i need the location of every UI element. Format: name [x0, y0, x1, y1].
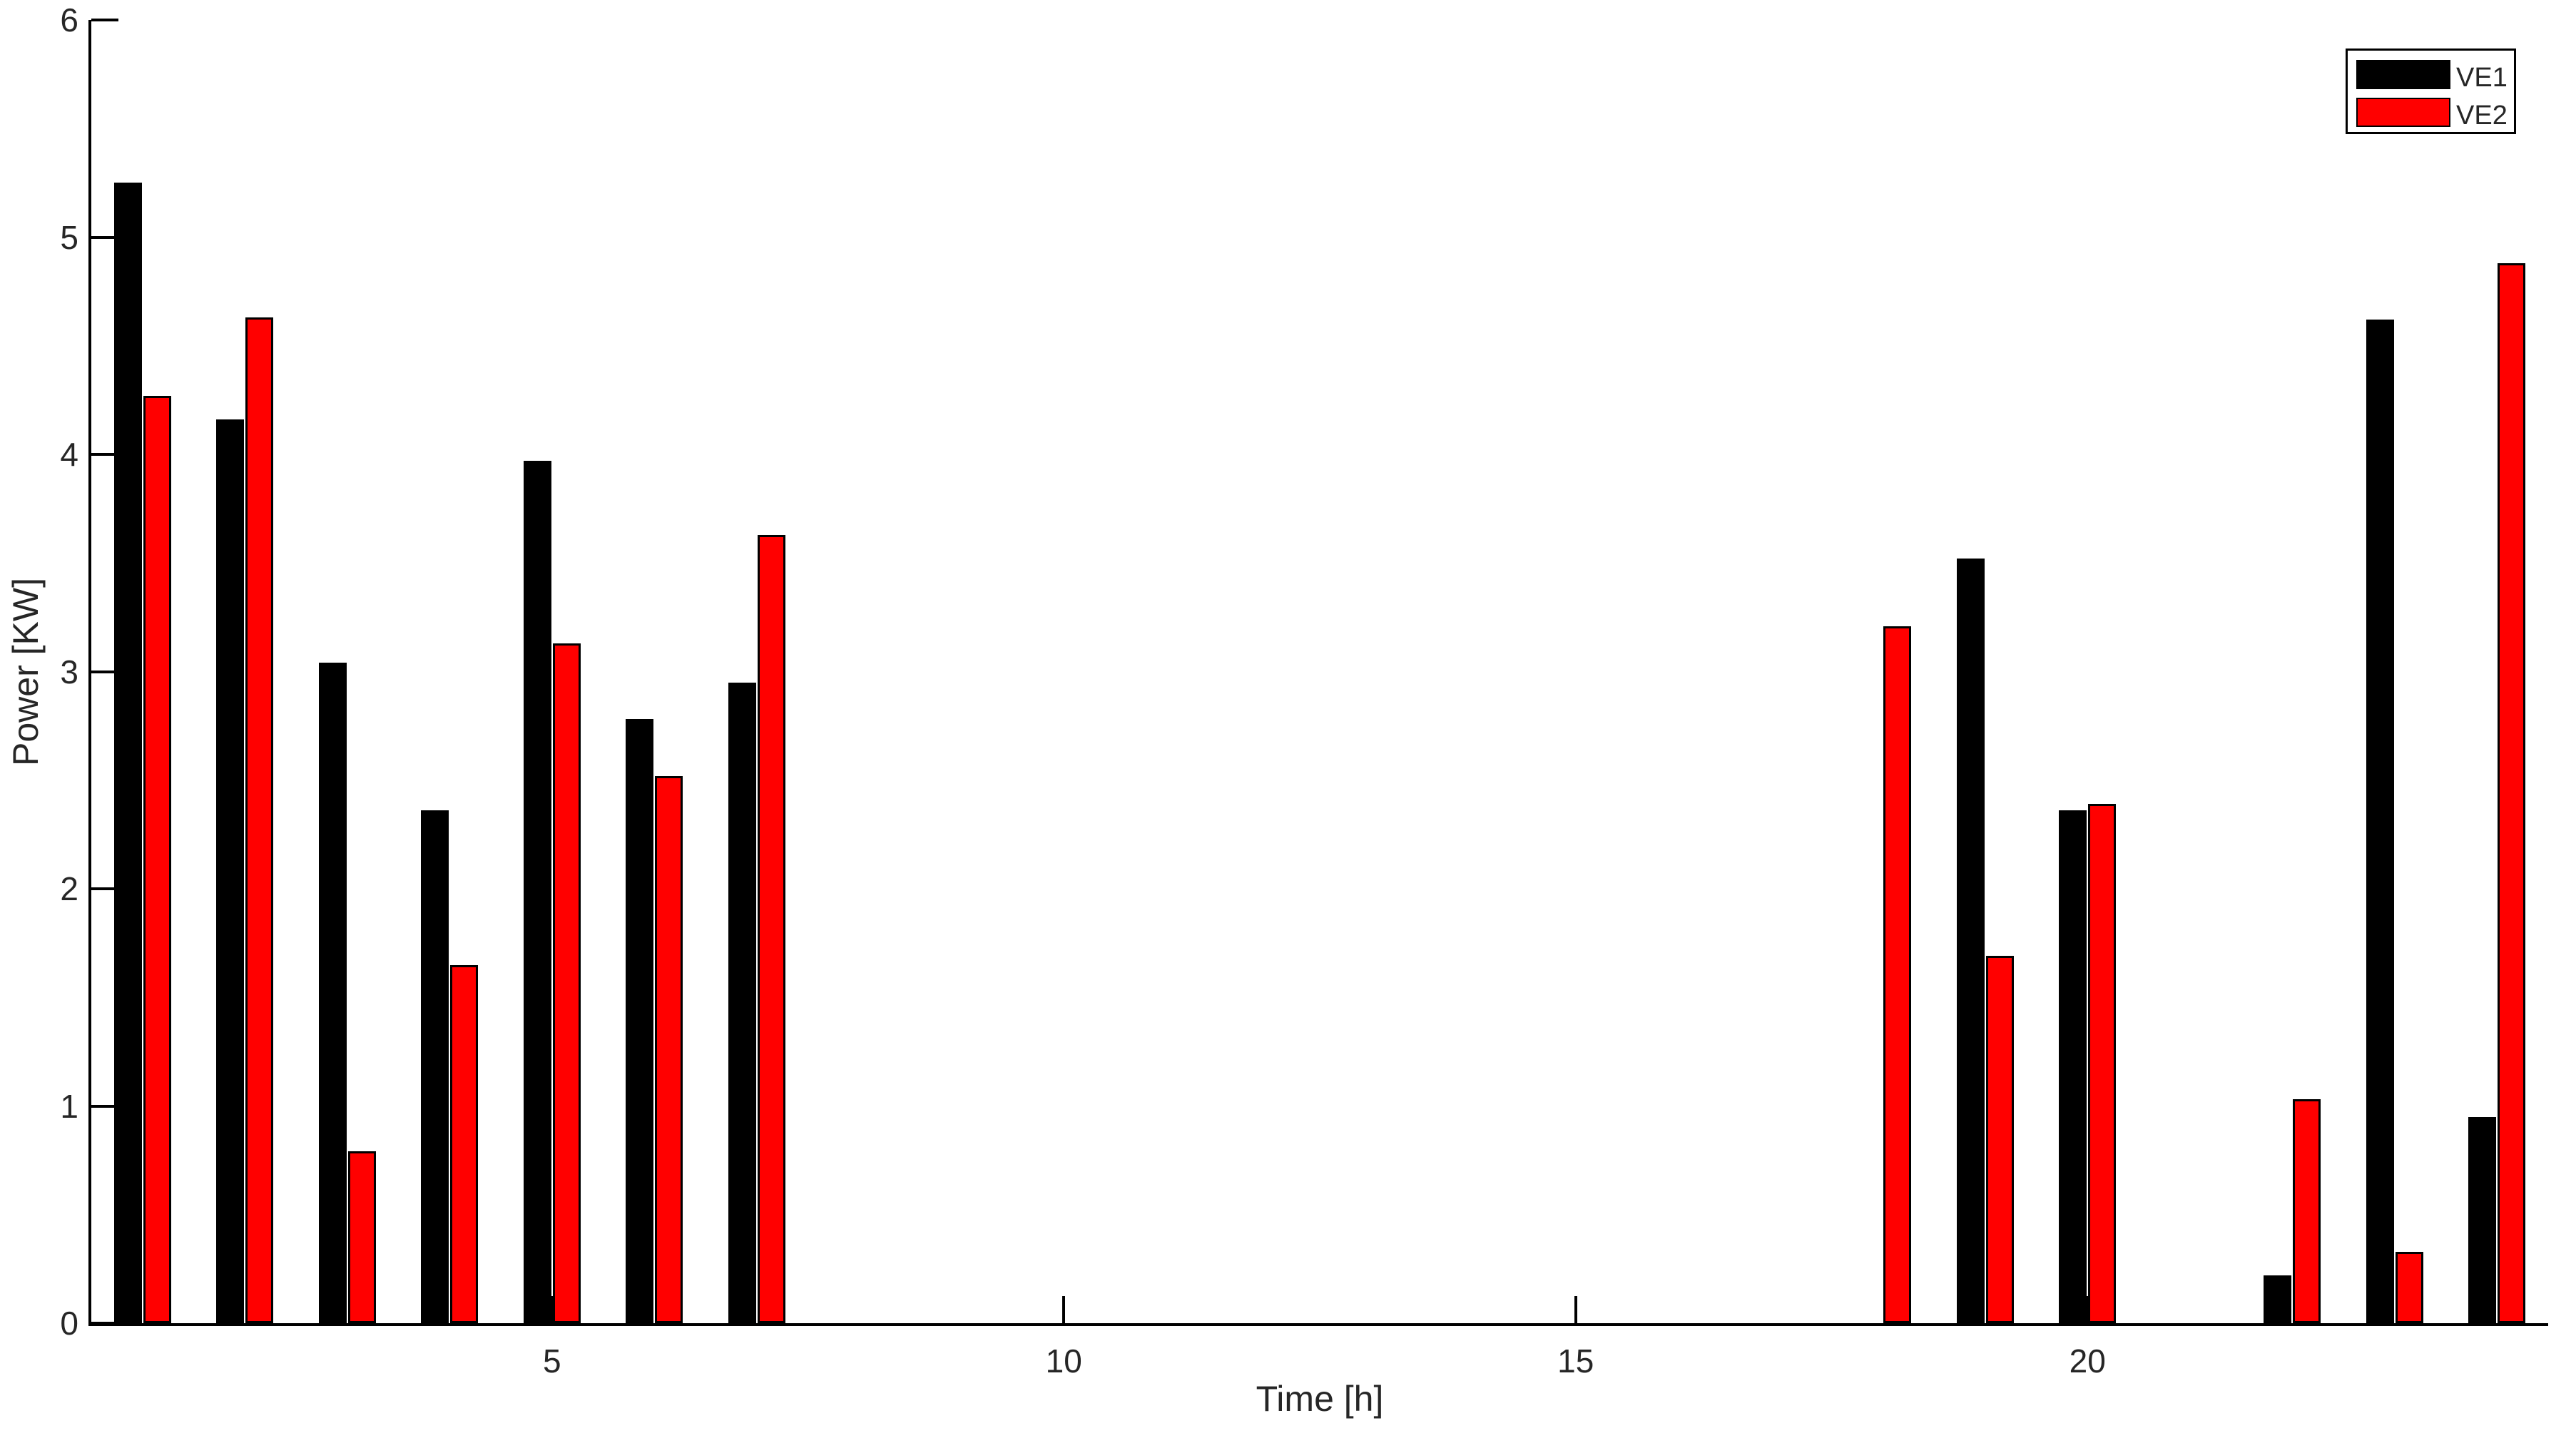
y-tick-label-3: 3 — [60, 653, 78, 690]
y-tick-3 — [91, 670, 118, 673]
x-tick-label-10: 10 — [1045, 1342, 1082, 1380]
x-tick-label-5: 5 — [542, 1342, 561, 1380]
x-tick-10 — [1062, 1296, 1066, 1323]
bar-ve1-h4 — [421, 810, 449, 1323]
y-tick-label-2: 2 — [60, 870, 78, 907]
bar-ve2-h18 — [1883, 626, 1912, 1323]
bar-ve2-h6 — [655, 775, 683, 1323]
bar-ve2-h22 — [2293, 1099, 2321, 1323]
y-tick-2 — [91, 887, 118, 890]
bar-ve1-h22 — [2264, 1275, 2292, 1323]
legend-label-ve2: VE2 — [2456, 101, 2508, 131]
x-axis — [88, 1323, 2548, 1326]
x-tick-label-20: 20 — [2069, 1342, 2106, 1380]
y-tick-0 — [91, 1322, 118, 1325]
y-tick-1 — [91, 1104, 118, 1108]
bar-ve2-h3 — [347, 1151, 376, 1323]
y-tick-label-0: 0 — [60, 1305, 78, 1342]
bar-ve2-h7 — [757, 534, 785, 1323]
bar-ve1-h24 — [2468, 1116, 2497, 1323]
legend-swatch-ve1 — [2356, 60, 2450, 89]
bar-ve1-h23 — [2366, 320, 2394, 1323]
bar-ve2-h5 — [552, 643, 581, 1323]
y-axis — [88, 20, 91, 1326]
legend-label-ve1: VE1 — [2456, 63, 2508, 93]
bar-ve1-h20 — [2059, 810, 2087, 1323]
bar-ve1-h2 — [216, 419, 245, 1323]
bar-ve1-h6 — [626, 719, 654, 1323]
y-tick-6 — [91, 19, 118, 21]
x-axis-label: Time [h] — [1256, 1379, 1384, 1419]
bar-ve2-h1 — [143, 395, 171, 1323]
y-axis-label: Power [KW] — [6, 577, 46, 766]
bar-ve2-h24 — [2498, 263, 2526, 1323]
legend-swatch-ve2 — [2356, 98, 2450, 127]
bar-ve2-h23 — [2395, 1251, 2423, 1323]
y-tick-4 — [91, 453, 118, 456]
bar-ve1-h5 — [523, 461, 551, 1323]
y-tick-label-1: 1 — [60, 1087, 78, 1125]
bar-ve1-h3 — [318, 663, 347, 1323]
bar-ve2-h4 — [450, 964, 479, 1323]
bar-ve1-h1 — [113, 183, 142, 1323]
y-tick-label-4: 4 — [60, 436, 78, 473]
bar-ve1-h19 — [1956, 559, 1985, 1323]
x-tick-label-15: 15 — [1557, 1342, 1594, 1380]
y-tick-label-5: 5 — [60, 218, 78, 256]
x-tick-5 — [550, 1296, 554, 1323]
bar-ve2-h19 — [1985, 956, 2014, 1323]
x-tick-15 — [1574, 1296, 1577, 1323]
y-tick-5 — [91, 235, 118, 239]
x-tick-20 — [2086, 1296, 2089, 1323]
bar-ve1-h7 — [728, 682, 756, 1323]
bar-ve2-h2 — [245, 317, 274, 1323]
legend: VE1 VE2 — [2346, 49, 2516, 134]
y-tick-label-6: 6 — [60, 1, 78, 39]
bar-ve2-h20 — [2088, 804, 2117, 1323]
